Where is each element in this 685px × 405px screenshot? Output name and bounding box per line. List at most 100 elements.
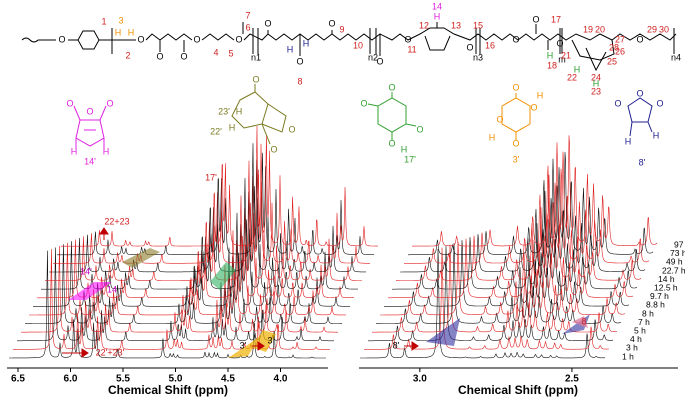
spectrum-trace	[13, 248, 330, 350]
time-label: 5 h	[634, 325, 646, 335]
atom-label: 18	[547, 60, 557, 70]
atom-label: O	[388, 82, 395, 92]
spectrum-trace	[29, 242, 346, 316]
atom-label: H	[489, 132, 496, 142]
time-label: 1 h	[622, 351, 634, 361]
atom-label: H	[537, 90, 544, 100]
x-axis-label: Chemical Shift (ppm)	[108, 383, 228, 397]
atom-label: 1	[101, 16, 106, 26]
time-label: 8 h	[642, 308, 654, 318]
highlights	[62, 227, 590, 358]
spectra: 1 h3 h4 h5 h7 h8 h8.8 h9.7 h12.5 h14 h22…	[9, 125, 685, 361]
atom-label: O	[376, 56, 383, 66]
atom-label: H	[229, 122, 236, 132]
atom-label: 5	[228, 48, 233, 58]
atom-label: H	[71, 146, 78, 156]
spectrum-trace	[25, 244, 342, 324]
spectrum-trace	[368, 246, 614, 342]
spectrum-trace	[49, 178, 366, 273]
atom-label: n2	[368, 52, 378, 62]
time-label: 14 h	[658, 274, 675, 284]
atom-label: O	[512, 34, 519, 44]
atom-label: O	[388, 138, 395, 148]
atom-label: O	[532, 14, 539, 24]
atom-label: H	[401, 144, 408, 154]
atom-label: O	[404, 34, 411, 44]
annotation: 14'	[80, 266, 92, 276]
atom-label: 10	[353, 40, 363, 50]
annotation: 3	[267, 335, 272, 345]
annotation: 22+23	[104, 216, 129, 226]
atom-label: O	[636, 34, 643, 44]
x-axis-label: Chemical Shift (ppm)	[458, 383, 578, 397]
atom-label: 23'	[218, 106, 230, 116]
atom-label: 7	[245, 10, 250, 20]
atom-label: O	[466, 42, 473, 52]
atom-label: H	[593, 78, 600, 88]
atom-label: 4	[213, 47, 218, 57]
atom-label: 2	[125, 50, 130, 60]
spectrum-trace	[408, 152, 654, 256]
atom-label: 17	[551, 14, 561, 24]
x-tick-label: 6.0	[64, 374, 78, 385]
spectrum-trace	[388, 235, 634, 299]
atom-label: O	[66, 98, 73, 108]
atom-label: O	[252, 74, 259, 84]
atom-label: H	[103, 146, 110, 156]
atom-label: H	[287, 44, 294, 54]
x-tick-label: 4.5	[221, 374, 235, 385]
atom-label: H	[303, 38, 310, 48]
annotation: 8	[581, 316, 586, 326]
atom-label: O	[235, 34, 242, 44]
spectrum-trace	[17, 247, 334, 342]
atom-label: H	[115, 27, 122, 37]
atom-label: O	[636, 88, 643, 98]
atom-label: 8	[297, 76, 302, 86]
x-tick-label: 5.0	[169, 374, 183, 385]
x-tick-label: 3.0	[413, 374, 427, 385]
atom-label: 14	[432, 1, 442, 11]
atom-label: 17'	[404, 154, 416, 164]
spectrum-trace	[360, 248, 605, 359]
atom-label: 9	[339, 24, 344, 34]
atom-label: 3	[118, 15, 123, 25]
atom-label: 20	[595, 24, 605, 34]
annotation: 22'+23'	[96, 347, 125, 357]
atom-label: O	[264, 18, 271, 28]
spectrum-trace	[392, 218, 638, 290]
atom-label: 14'	[84, 156, 96, 166]
x-tick-label: 6.5	[11, 374, 25, 385]
atom-label: O	[328, 18, 335, 28]
atom-label: H	[128, 27, 135, 37]
atom-label: 11	[407, 44, 416, 54]
atom-label: O	[530, 102, 537, 112]
atom-label: 12	[419, 20, 429, 30]
atom-label: m	[558, 54, 566, 64]
spectrum-trace	[21, 245, 338, 333]
atom-label: H	[236, 106, 243, 116]
time-label: 73 h	[670, 248, 685, 258]
spectrum-trace	[396, 202, 642, 281]
atom-label: H	[574, 64, 581, 74]
atom-label: 21	[561, 50, 571, 60]
atom-label: H	[434, 11, 441, 21]
x-tick-label: 2.5	[565, 374, 579, 385]
spectrum-trace	[45, 195, 362, 281]
spectrum-trace	[404, 168, 650, 264]
spectrum-trace	[53, 160, 370, 264]
atom-label: H	[625, 136, 632, 146]
atom-label: 15	[473, 20, 483, 30]
time-label: 49 h	[666, 257, 683, 267]
x-tick-label: 5.5	[116, 374, 130, 385]
atom-label: H	[653, 130, 660, 140]
spectrum-trace	[400, 185, 646, 273]
spectrum-trace	[380, 241, 626, 316]
time-label: 7 h	[638, 317, 650, 327]
annotation: 14	[107, 284, 117, 294]
atom-label: 22'	[210, 126, 222, 136]
atom-label: O	[288, 124, 295, 134]
atom-label: n3	[473, 52, 483, 62]
annotation: 17'	[205, 172, 217, 182]
